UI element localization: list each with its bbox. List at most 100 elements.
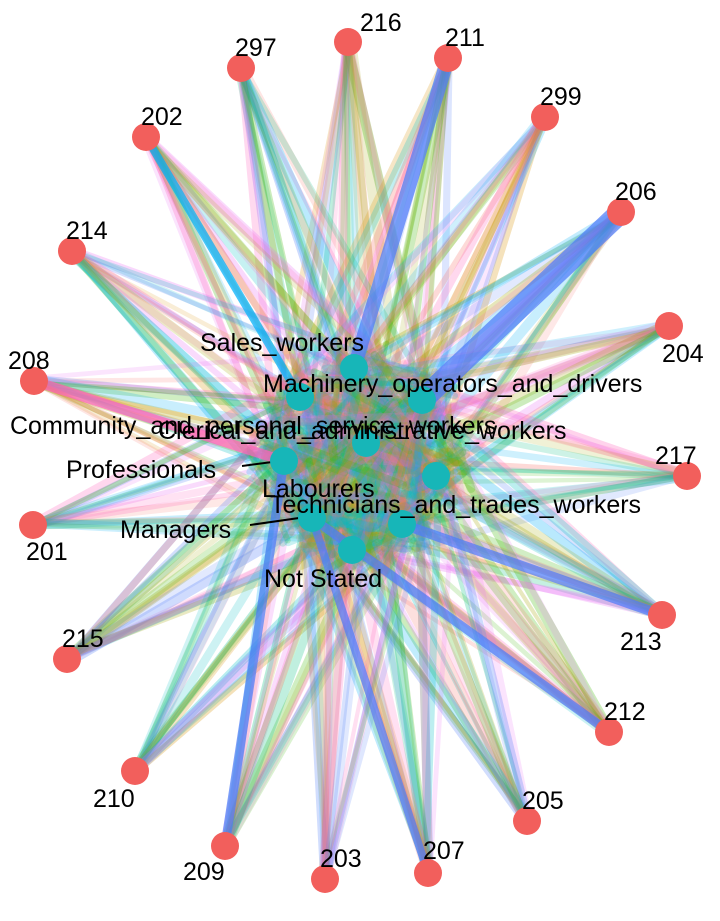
occupation-node-sales <box>340 354 368 382</box>
edge-207-technicians <box>415 505 434 878</box>
core-edge <box>350 353 428 384</box>
core-edge <box>268 372 346 392</box>
edge-215-community <box>64 410 284 665</box>
core-edge <box>331 377 395 455</box>
edge-212-labourers <box>417 488 611 737</box>
edge-209-machinery <box>221 381 446 851</box>
region-label-209: 209 <box>183 858 225 886</box>
core-edge <box>360 354 423 480</box>
core-edge <box>365 448 385 556</box>
core-edge <box>290 414 335 474</box>
edge-299-labourers <box>422 115 547 498</box>
edge-214-professionals <box>66 248 283 447</box>
core-edge <box>349 468 395 509</box>
heavy-edge-209-professionals <box>220 456 289 851</box>
edge-216-technicians <box>344 38 396 525</box>
core-edge <box>347 457 371 475</box>
edge-217-labourers <box>453 467 692 478</box>
edge-216-sales <box>342 36 358 374</box>
edge-212-community <box>285 394 610 733</box>
region-label-297: 297 <box>235 34 277 62</box>
edge-207-managers <box>319 497 436 878</box>
region-node-208 <box>20 367 48 395</box>
region-label-202: 202 <box>141 103 183 131</box>
core-edge <box>312 353 349 401</box>
region-node-217 <box>673 462 701 490</box>
core-edge <box>323 453 341 526</box>
core-edge <box>354 389 418 511</box>
edge-203-notstated <box>322 529 367 883</box>
edge-201-labourers <box>31 458 448 529</box>
leader-managers <box>249 516 307 526</box>
edge-212-clerical <box>364 437 614 735</box>
edge-210-technicians <box>133 526 421 775</box>
label-layer: 216 211 297 299 202 206 214 204 208 217 201 213 215 2… <box>8 9 704 886</box>
region-node-203 <box>311 865 339 893</box>
core-edge <box>337 367 430 516</box>
region-label-201: 201 <box>26 538 68 566</box>
core-edge <box>383 447 409 508</box>
edge-206-sales <box>333 207 623 385</box>
core-edge <box>411 480 448 553</box>
core-edge <box>338 414 432 509</box>
edge-214-sales <box>67 245 373 361</box>
core-edge <box>322 367 405 417</box>
edge-216-notstated <box>334 34 350 536</box>
region-label-203: 203 <box>320 845 362 873</box>
edge-299-community <box>276 112 550 399</box>
edge-206-labourers <box>430 209 626 478</box>
edge-201-technicians <box>26 504 412 530</box>
edge-208-community <box>30 379 300 413</box>
core-edge <box>284 398 445 433</box>
edge-202-professionals <box>139 130 278 465</box>
edge-299-managers <box>290 115 550 524</box>
edge-211-community <box>276 52 453 406</box>
edge-207-sales <box>359 373 431 875</box>
edge-201-notstated <box>32 521 360 542</box>
core-edge <box>405 405 431 505</box>
edge-207-clerical <box>372 449 431 877</box>
core-edge <box>341 504 350 537</box>
edge-201-notstated <box>25 517 367 546</box>
edge-216-clerical <box>345 36 366 457</box>
core-edge <box>374 338 428 486</box>
edge-201-technicians <box>27 515 419 530</box>
edge-214-community <box>66 248 317 404</box>
edge-211-machinery <box>413 52 453 386</box>
core-edge <box>306 396 389 520</box>
edge-213-professionals <box>285 452 669 618</box>
core-edge <box>374 428 431 489</box>
core-edge <box>298 541 335 551</box>
core-edge <box>297 491 377 510</box>
edge-208-notstated <box>29 379 370 571</box>
core-edge <box>309 402 332 429</box>
edge-204-community <box>313 320 672 388</box>
core-edge <box>400 386 426 478</box>
core-edge <box>355 457 393 542</box>
core-edge <box>302 383 323 496</box>
occupation-label-clerical: Clerical_and_administrative_workers <box>158 417 567 445</box>
edge-216-machinery <box>345 36 426 393</box>
edge-203-community <box>301 400 331 883</box>
region-node-214 <box>58 237 86 265</box>
region-label-211: 211 <box>445 24 485 52</box>
core-edge <box>364 467 376 557</box>
core-edge <box>290 377 402 530</box>
edge-205-community <box>310 396 529 826</box>
edge-297-sales <box>239 65 346 357</box>
core-edge <box>314 405 428 515</box>
region-node-215 <box>53 645 81 673</box>
edge-208-managers <box>28 377 312 516</box>
edge-299-notstated <box>340 113 547 565</box>
edge-208-managers <box>29 376 316 516</box>
edge-215-labourers <box>65 485 431 664</box>
edge-203-machinery <box>322 403 440 884</box>
edge-204-clerical <box>380 323 671 446</box>
region-label-206: 206 <box>615 178 657 206</box>
edge-212-technicians <box>399 539 613 732</box>
region-label-214: 214 <box>66 217 108 245</box>
edge-201-labourers <box>29 475 427 527</box>
region-label-213: 213 <box>620 628 662 656</box>
edge-201-machinery <box>30 398 416 526</box>
core-edge <box>300 376 453 391</box>
